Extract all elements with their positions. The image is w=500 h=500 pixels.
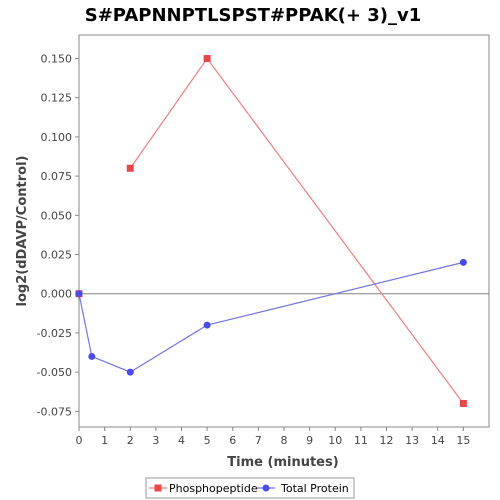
series-layer	[75, 55, 467, 407]
x-tick-label: 13	[405, 434, 419, 447]
legend-phosphopeptide-label: Phosphopeptide	[169, 482, 258, 495]
x-tick-label: 11	[354, 434, 368, 447]
phosphopeptide-point	[203, 55, 211, 63]
total-protein-point	[75, 290, 83, 298]
y-tick-label: 0.150	[41, 53, 73, 66]
total-protein-point	[203, 321, 211, 329]
y-axis: -0.075 -0.050 -0.025 0.000 0.025 0.050 0.075 0.…	[37, 53, 79, 418]
x-axis-label: Time (minutes)	[227, 455, 338, 470]
chart-title: S#PAPNNPTLSPST#PPAK(+ 3)_v1	[85, 5, 421, 26]
x-tick-label: 12	[380, 434, 394, 447]
y-tick-label: 0.075	[41, 170, 73, 183]
total-protein-point	[88, 352, 96, 360]
legend-box	[145, 477, 355, 499]
total-protein-point	[126, 368, 134, 376]
x-tick-label: 10	[328, 434, 342, 447]
x-tick-label: 4	[178, 434, 185, 447]
x-tick-label: 9	[306, 434, 313, 447]
x-axis: 0 1 2 3 4 5 6 7 8 9 10 11 12 13 14 15	[76, 427, 470, 447]
x-tick-label: 0	[76, 434, 83, 447]
y-tick-label: 0.100	[41, 131, 73, 144]
plot-area	[78, 34, 490, 428]
x-tick-label: 6	[229, 434, 236, 447]
y-axis-label: log2(dDAVP/Control)	[15, 156, 30, 307]
x-tick-label: 5	[204, 434, 211, 447]
x-tick-label: 3	[152, 434, 159, 447]
legend-total-protein-marker	[262, 484, 270, 492]
y-tick-label: 0.000	[41, 288, 73, 301]
y-tick-label: -0.050	[37, 366, 72, 379]
x-tick-label: 15	[456, 434, 470, 447]
phosphopeptide-point	[459, 399, 467, 407]
x-tick-label: 7	[255, 434, 262, 447]
phosphopeptide-point	[126, 164, 134, 172]
y-tick-label: 0.125	[41, 92, 73, 105]
x-tick-label: 2	[127, 434, 134, 447]
legend-phosphopeptide-marker	[154, 484, 162, 492]
x-tick-label: 14	[431, 434, 445, 447]
total-protein-series	[75, 258, 467, 376]
legend-total-protein-label: Total Protein	[280, 482, 349, 495]
legend: Phosphopeptide Total Protein	[145, 477, 355, 499]
x-tick-label: 8	[281, 434, 288, 447]
y-tick-label: -0.075	[37, 405, 72, 418]
y-tick-label: -0.025	[37, 327, 72, 340]
x-tick-label: 1	[101, 434, 108, 447]
y-tick-label: 0.025	[41, 249, 73, 262]
y-tick-label: 0.050	[41, 209, 73, 222]
total-protein-point	[459, 258, 467, 266]
